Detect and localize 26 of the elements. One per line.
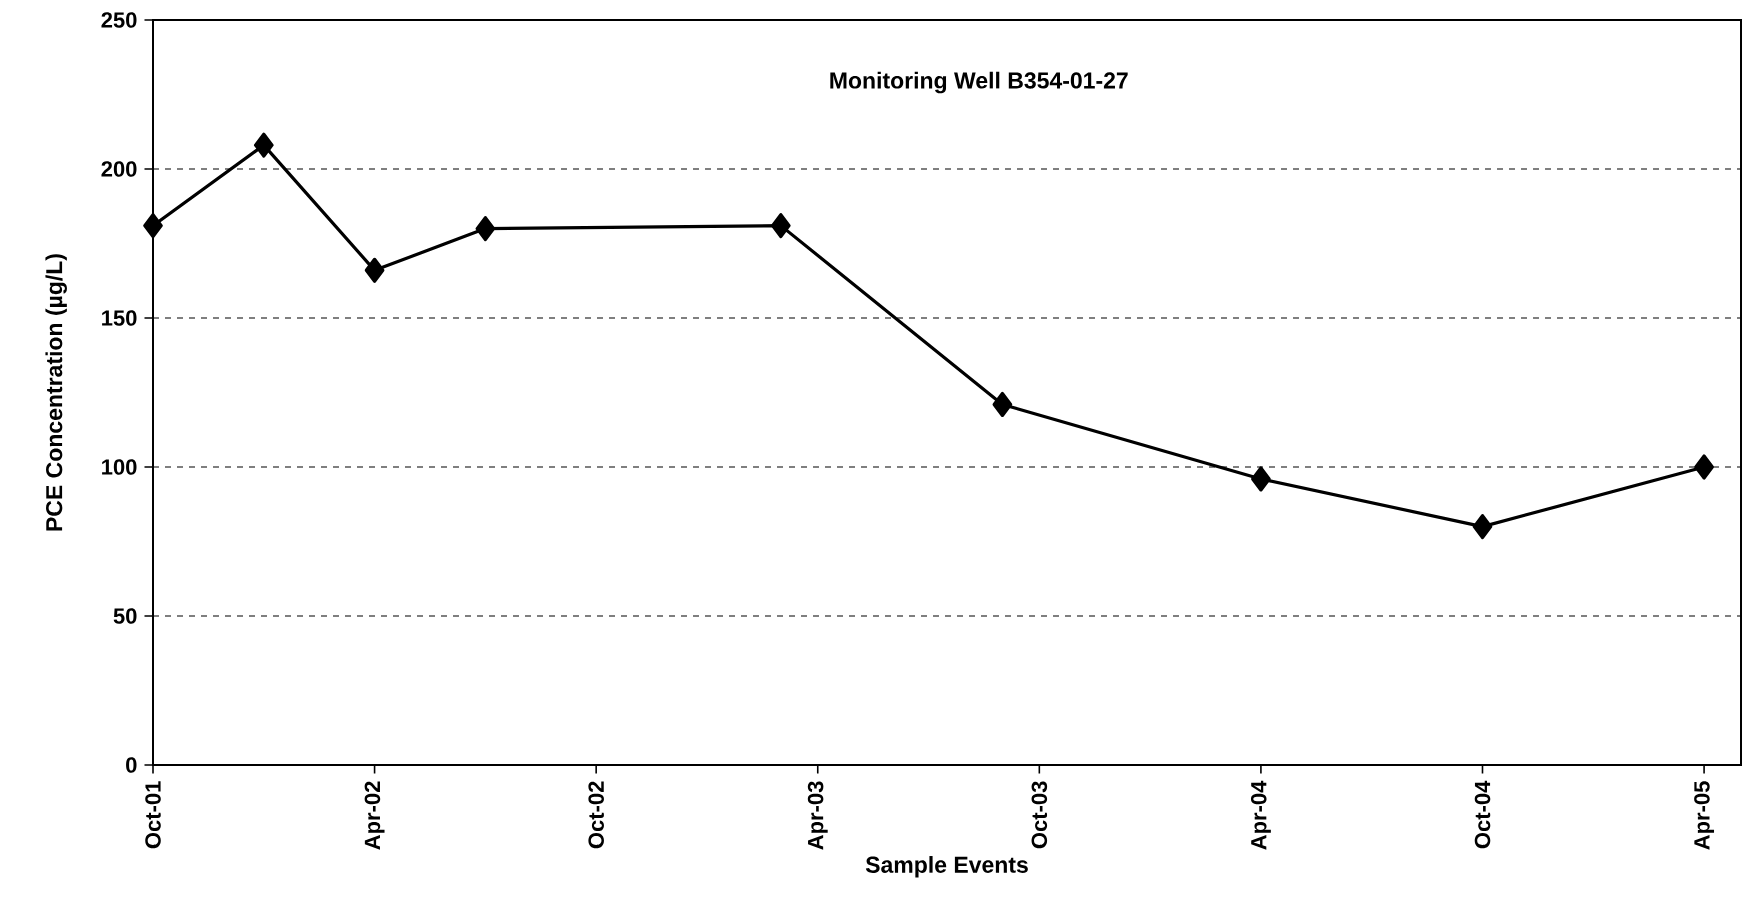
x-tick-label: Apr-05: [1694, 781, 1715, 850]
point: [1694, 454, 1714, 480]
text: Monitoring Well B354-01-27: [830, 71, 1128, 94]
y-axis-title: PCE Concentration (µg/L): [45, 254, 67, 531]
y-tick-label: 100: [102, 459, 137, 475]
point: [1251, 466, 1271, 492]
point: [253, 132, 274, 158]
x-tick-label: Apr-04: [1250, 780, 1271, 850]
x-tick-label: Oct-04: [1474, 780, 1491, 849]
point: [1472, 514, 1493, 540]
x-axis-title: Sample Events: [865, 856, 1028, 878]
x-tick-label: Apr-02: [364, 781, 385, 850]
point: [364, 257, 385, 283]
x-tick-label: Apr-03: [807, 781, 828, 850]
point: [143, 213, 163, 239]
y-tick-label: 150: [102, 310, 137, 326]
y-tick-label: 50: [113, 608, 137, 624]
point: [992, 391, 1013, 418]
y-tick-label: 0: [126, 757, 137, 773]
y-tick-label: 250: [101, 12, 137, 28]
x-tick-label: Oct-01: [145, 781, 161, 849]
x-tick-label: Oct-02: [588, 781, 604, 849]
x-tick-label: Oct-03: [1031, 781, 1048, 849]
y-tick-label: 200: [101, 161, 137, 177]
point: [475, 216, 496, 242]
point: [770, 213, 791, 239]
